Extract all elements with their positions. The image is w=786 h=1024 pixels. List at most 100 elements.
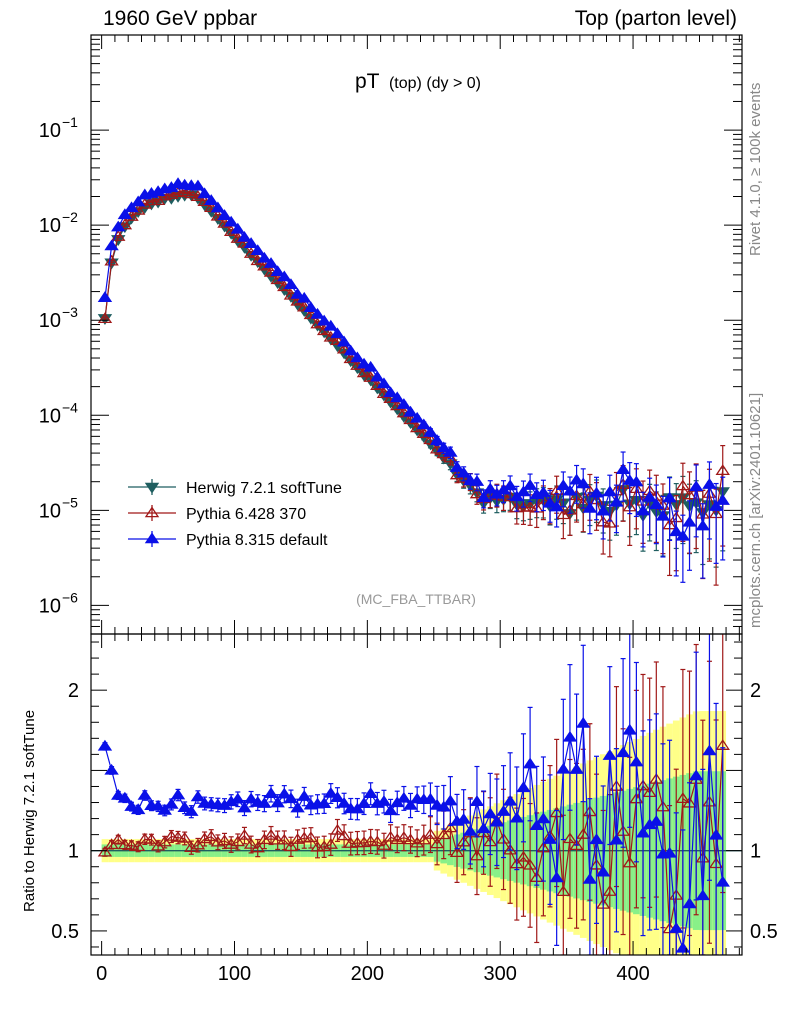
pythia8-point <box>416 418 432 430</box>
pythia8-point <box>310 307 325 319</box>
ratio-y-tick-label-left: 1 <box>68 841 79 863</box>
ratio-pythia8-point <box>463 824 478 836</box>
pythia6-point <box>117 218 133 230</box>
ratio-pythia8-point <box>509 811 525 823</box>
pythia8-point <box>469 475 485 486</box>
y-tick-exponent: −1 <box>62 114 78 130</box>
ratio-pythia8-point <box>549 871 564 883</box>
y-tick-label: 10 <box>39 405 61 427</box>
pythia8-point <box>715 494 730 505</box>
ratio-pythia6-point <box>130 840 146 852</box>
ratio-pythia8-point <box>443 794 458 806</box>
pythia8-point <box>449 461 465 472</box>
process-label: Top (parton level) <box>574 7 737 30</box>
pythia8-point <box>502 479 518 491</box>
ratio-pythia6-point <box>217 834 232 846</box>
ratio-pythia8-point <box>542 833 558 844</box>
ratio-pythia6-point <box>124 838 139 850</box>
pythia8-point <box>210 201 226 213</box>
pythia8-point <box>111 220 126 232</box>
ratio-pythia6-point <box>170 831 186 842</box>
ratio-pythia8-point <box>283 792 299 804</box>
ratio-pythia6-point <box>576 828 591 839</box>
ratio-pythia8-point <box>635 826 651 838</box>
ratio-pythia6-point <box>562 832 578 844</box>
ratio-pythia6-point <box>396 831 412 842</box>
pythia8-point <box>237 230 252 242</box>
pythia8-point <box>383 386 398 398</box>
ratio-pythia8-point <box>170 788 186 800</box>
pythia8-point <box>589 486 604 498</box>
pythia8-point <box>436 441 451 453</box>
ratio-pythia6-point <box>157 835 172 847</box>
beam-energy-label: 1960 GeV ppbar <box>103 7 258 30</box>
ratio-pythia8-point <box>423 792 438 804</box>
y-tick-exponent: −3 <box>62 304 78 320</box>
ratio-pythia8-point <box>702 744 717 756</box>
pythia8-point <box>343 344 358 356</box>
ratio-pythia6-point <box>204 830 219 842</box>
pythia8-point <box>423 425 438 437</box>
y-tick-label: 10 <box>39 120 61 142</box>
ratio-pythia6-point <box>383 830 398 842</box>
pythia8-point <box>197 187 212 199</box>
ratio-pythia6-point <box>569 839 584 851</box>
pythia8-point <box>104 239 119 251</box>
pythia8-point <box>223 215 239 227</box>
pythia8-point <box>556 479 571 491</box>
pythia8-point <box>695 519 711 531</box>
ratio-pythia8-point <box>277 787 292 799</box>
ratio-pythia8-point <box>230 792 246 804</box>
ratio-pythia8-point <box>662 846 677 858</box>
pythia8-point <box>396 398 412 409</box>
ratio-pythia8-point <box>496 805 511 816</box>
ratio-pythia8-point <box>615 746 631 758</box>
ratio-pythia6-point <box>144 833 159 844</box>
pythia8-point <box>283 278 299 290</box>
ratio-pythia8-point <box>290 801 305 813</box>
legend-label-py6: Pythia 6.428 370 <box>186 506 306 523</box>
pythia6-point <box>682 488 697 500</box>
ratio-pythia8-point <box>483 807 498 819</box>
pythia8-point <box>390 391 405 403</box>
pythia8-point <box>522 478 538 490</box>
ratio-pythia6-point <box>675 792 691 803</box>
ratio-pythia6-point <box>164 829 179 841</box>
ratio-pythia8-point <box>316 797 332 808</box>
ratio-pythia8-point <box>190 790 206 802</box>
ratio-series <box>91 634 742 955</box>
pythia8-point <box>316 314 332 326</box>
pythia8-point <box>303 301 319 313</box>
x-tick-label: 0 <box>96 963 107 985</box>
ratio-pythia6-point <box>602 885 618 896</box>
ratio-pythia8-point <box>111 788 126 800</box>
ratio-y-tick-label-right: 1 <box>750 841 761 863</box>
pythia8-point <box>702 478 717 489</box>
pythia6-point <box>336 342 352 354</box>
ratio-pythia8-point <box>177 801 192 813</box>
ratio-pythia6-point <box>237 828 252 840</box>
ratio-pythia8-point <box>469 795 485 806</box>
rivet-version-label: Rivet 4.1.0, ≥ 100k events <box>747 82 764 256</box>
ratio-pythia8-point <box>529 819 544 831</box>
legend-marker-herwig <box>144 482 160 494</box>
ratio-pythia8-point <box>237 801 252 813</box>
ratio-y-tick-label-left: 0.5 <box>51 921 79 943</box>
pythia8-point <box>542 496 558 508</box>
ratio-pythia6-point <box>429 837 445 849</box>
ratio-pythia8-point <box>323 786 339 798</box>
mcplots-label: mcplots.cern.ch [arXiv:2401.10621] <box>747 392 764 628</box>
ratio-pythia6-point <box>416 833 432 845</box>
ratio-pythia8-point <box>150 799 166 811</box>
pythia8-point <box>97 291 113 302</box>
ratio-y-tick-label-right: 2 <box>750 680 761 702</box>
y-tick-exponent: −2 <box>62 209 78 225</box>
ratio-pythia6-point <box>390 833 405 845</box>
pythia8-point <box>476 491 491 503</box>
ratio-pythia8-point <box>476 822 491 834</box>
ratio-pythia8-point <box>669 922 684 933</box>
legend-label-herwig: Herwig 7.2.1 softTune <box>186 480 342 497</box>
y-tick-exponent: −4 <box>62 399 78 415</box>
